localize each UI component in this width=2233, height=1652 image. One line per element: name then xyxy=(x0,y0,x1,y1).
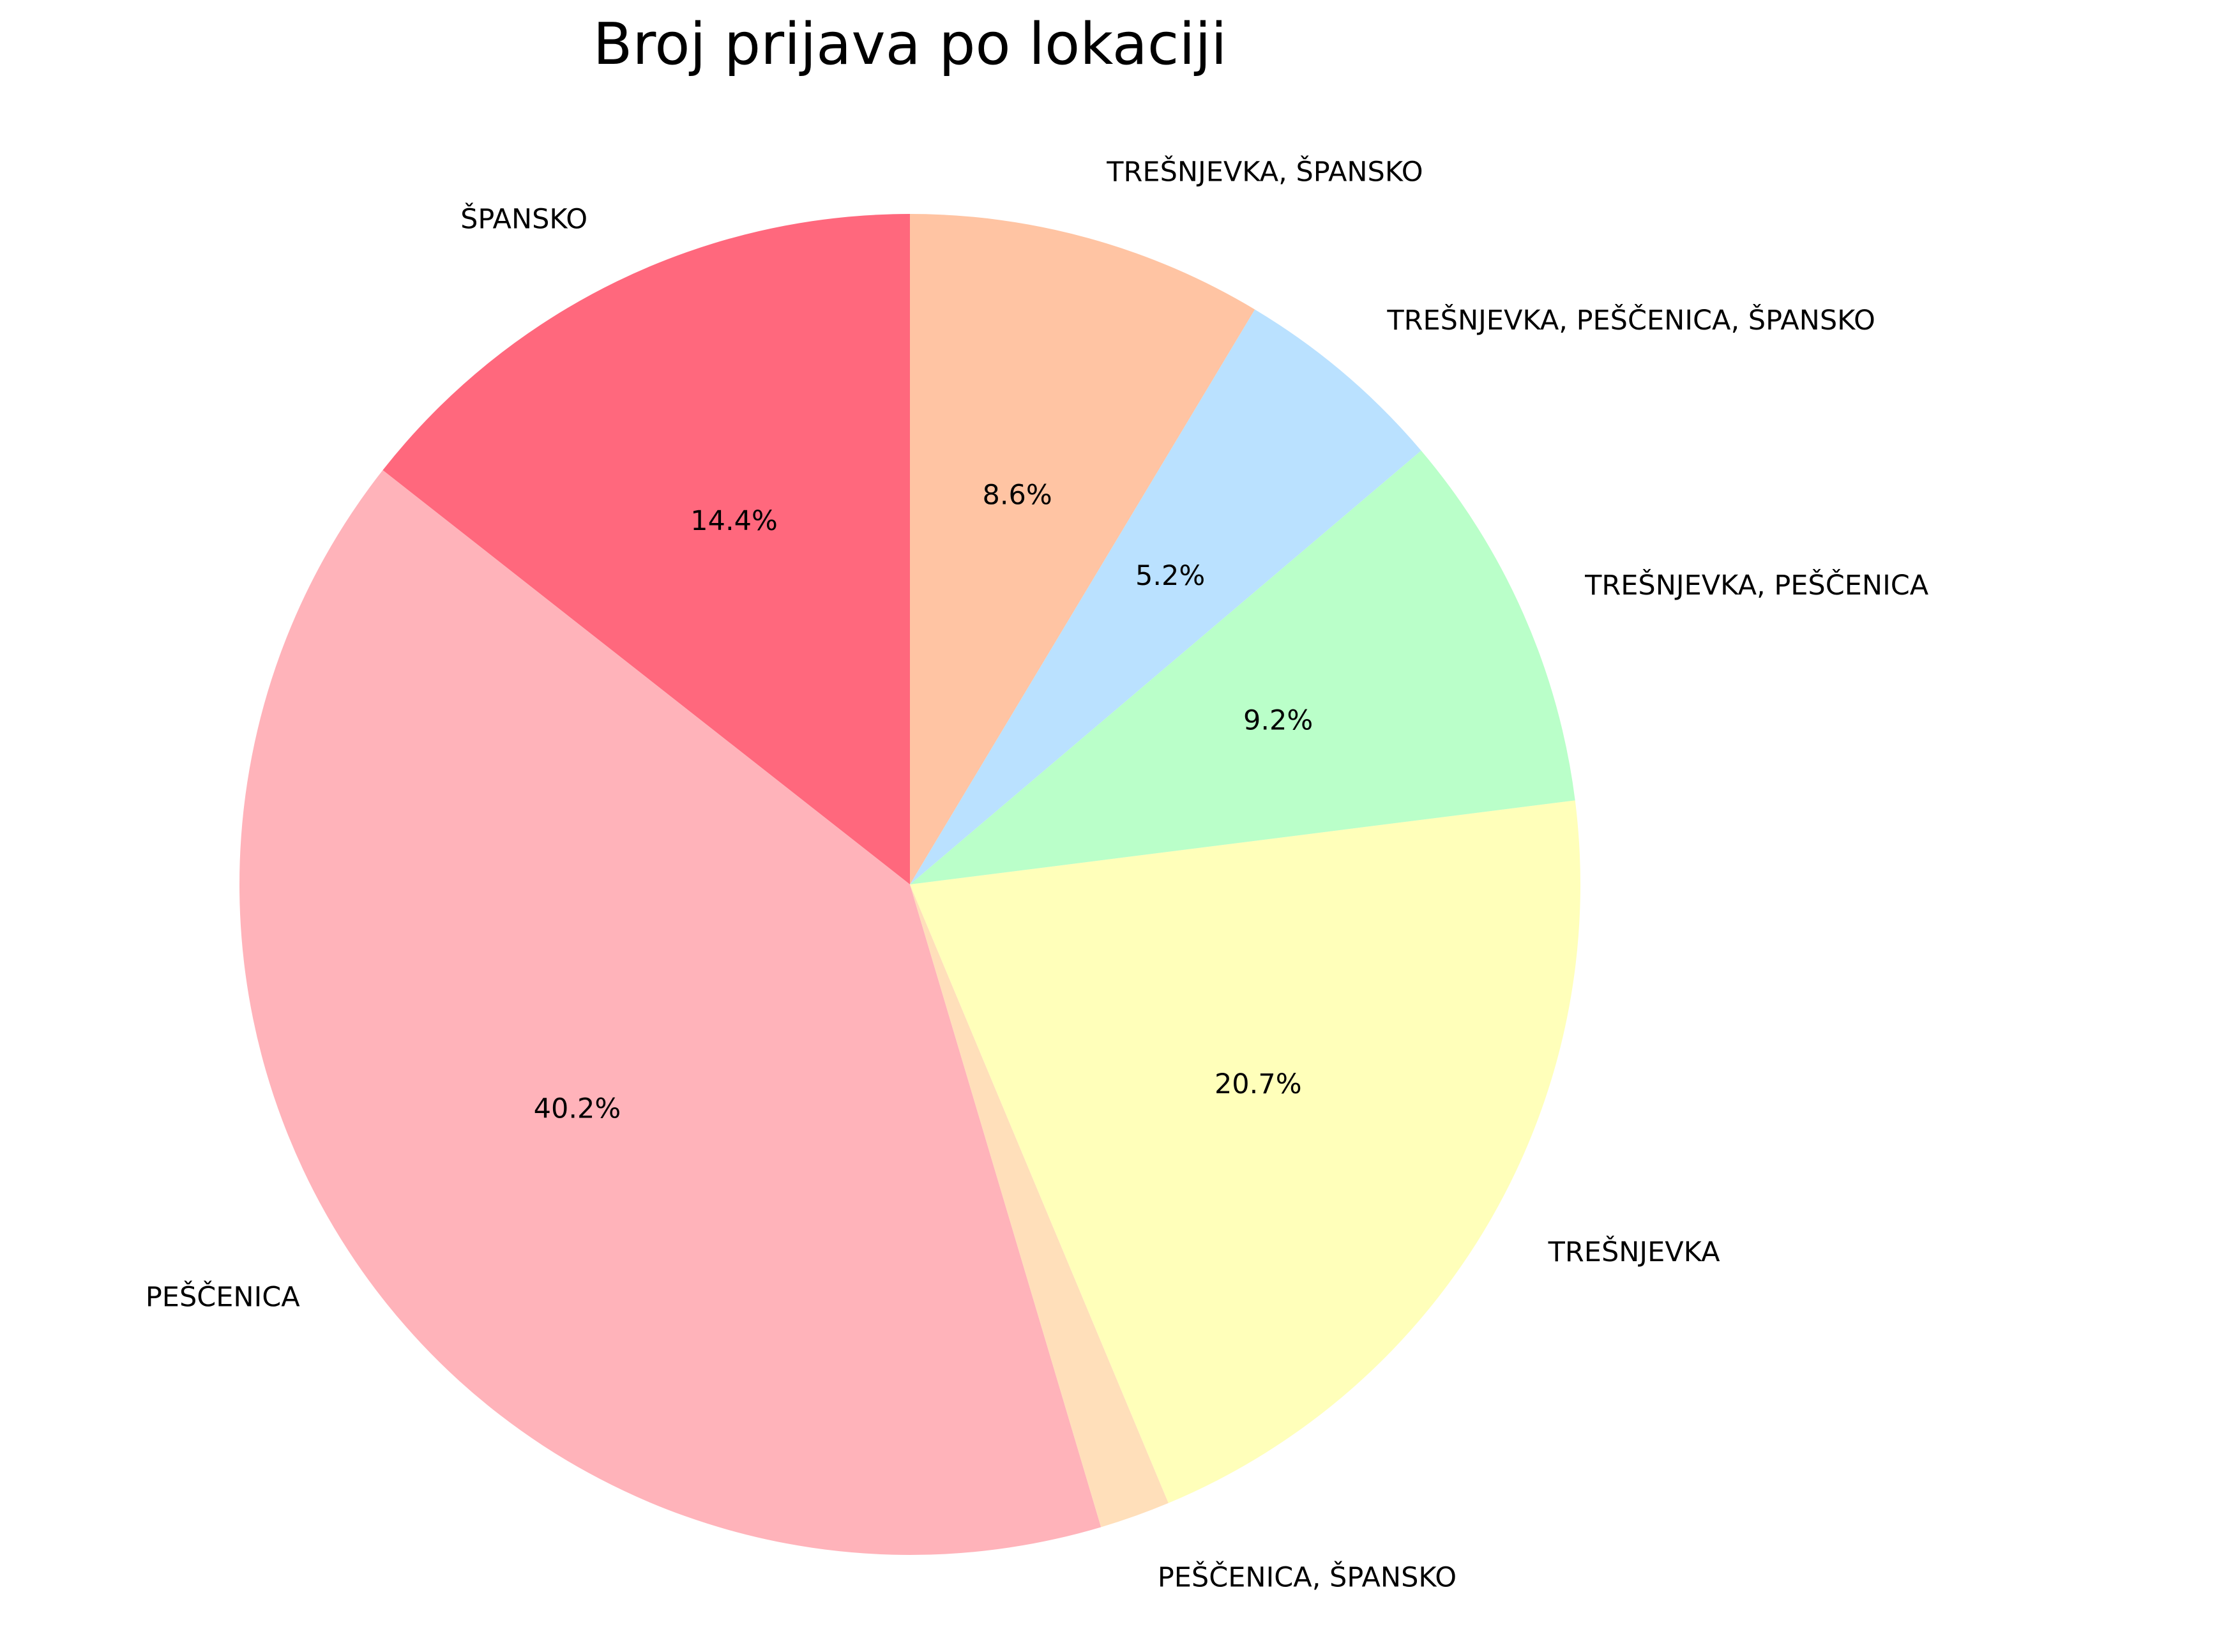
slice-percent-tresnjevka-pescenica: 9.2% xyxy=(1243,705,1313,737)
pie-slice-tresnjevka-pescenica-spansko xyxy=(910,309,1421,884)
pie-slice-tresnjevka-pescenica xyxy=(910,450,1575,884)
slice-percent-tresnjevka: 20.7% xyxy=(1215,1068,1302,1100)
pie-slice-tresnjevka xyxy=(910,800,1580,1503)
pie-labels: ŠPANSKO 14.4% PEŠČENICA 40.2% PEŠČENICA, ŠPA… xyxy=(146,155,1929,1593)
pie-slice-tresnjevka-spansko xyxy=(910,214,1255,884)
slice-label-spansko: ŠPANSKO xyxy=(460,203,587,236)
slice-label-pescenica-spansko: PEŠČENICA, ŠPANSKO xyxy=(1158,1561,1457,1593)
slice-label-pescenica: PEŠČENICA xyxy=(146,1281,300,1314)
slice-label-tresnjevka-pescenica: TREŠNJEVKA, PEŠČENICA xyxy=(1584,569,1929,602)
pie-slice-pescenica xyxy=(239,470,1101,1556)
slice-percent-pescenica: 40.2% xyxy=(534,1093,621,1125)
slice-label-tresnjevka-spansko: TREŠNJEVKA, ŠPANSKO xyxy=(1106,155,1423,188)
pie-slices xyxy=(239,214,1580,1556)
slice-percent-spansko: 14.4% xyxy=(690,505,778,537)
pie-slice-pescenica-spansko xyxy=(910,884,1169,1527)
pie-slice-spansko xyxy=(382,214,910,884)
chart-title: Broj prijava po lokaciji xyxy=(593,11,1227,78)
slice-percent-tresnjevka-pescenica-spansko: 5.2% xyxy=(1135,560,1205,592)
slice-label-tresnjevka-pescenica-spansko: TREŠNJEVKA, PEŠČENICA, ŠPANSKO xyxy=(1386,304,1875,337)
slice-percent-tresnjevka-spansko: 8.6% xyxy=(983,479,1052,511)
slice-label-tresnjevka: TREŠNJEVKA xyxy=(1548,1236,1720,1268)
